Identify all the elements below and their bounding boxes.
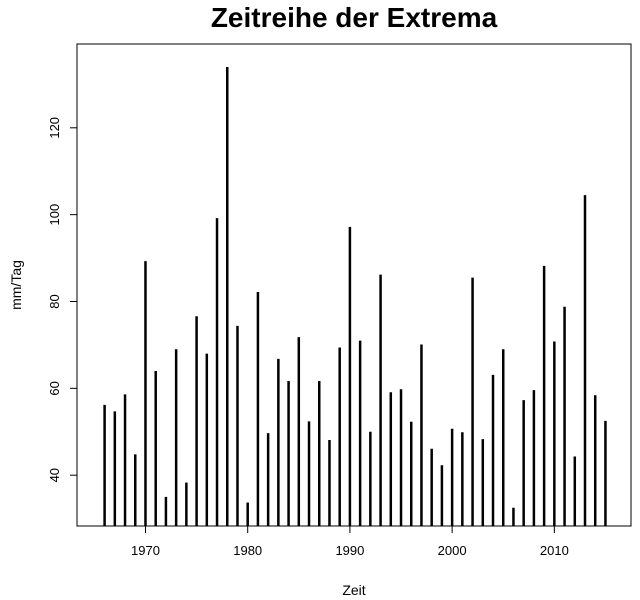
plot-frame [76, 43, 632, 527]
chart-title: Zeitreihe der Extrema [211, 2, 498, 33]
y-tick-label-80: 80 [47, 294, 62, 308]
x-tick-label-2010: 2010 [540, 543, 569, 558]
bars-group [103, 67, 607, 526]
y-tick-label-40: 40 [47, 468, 62, 482]
y-axis-label: mm/Tag [8, 260, 24, 310]
x-tick-label-1980: 1980 [233, 543, 262, 558]
y-tick-label-60: 60 [47, 381, 62, 395]
x-tick-label-1970: 1970 [131, 543, 160, 558]
y-axis: 40 60 80 100 120 [47, 117, 78, 482]
y-tick-label-120: 120 [47, 117, 62, 139]
x-tick-label-2000: 2000 [438, 543, 467, 558]
x-axis: 1970 1980 1990 2000 2010 [131, 525, 569, 558]
y-tick-label-100: 100 [47, 204, 62, 226]
x-tick-label-1990: 1990 [335, 543, 364, 558]
x-axis-label: Zeit [342, 582, 365, 598]
